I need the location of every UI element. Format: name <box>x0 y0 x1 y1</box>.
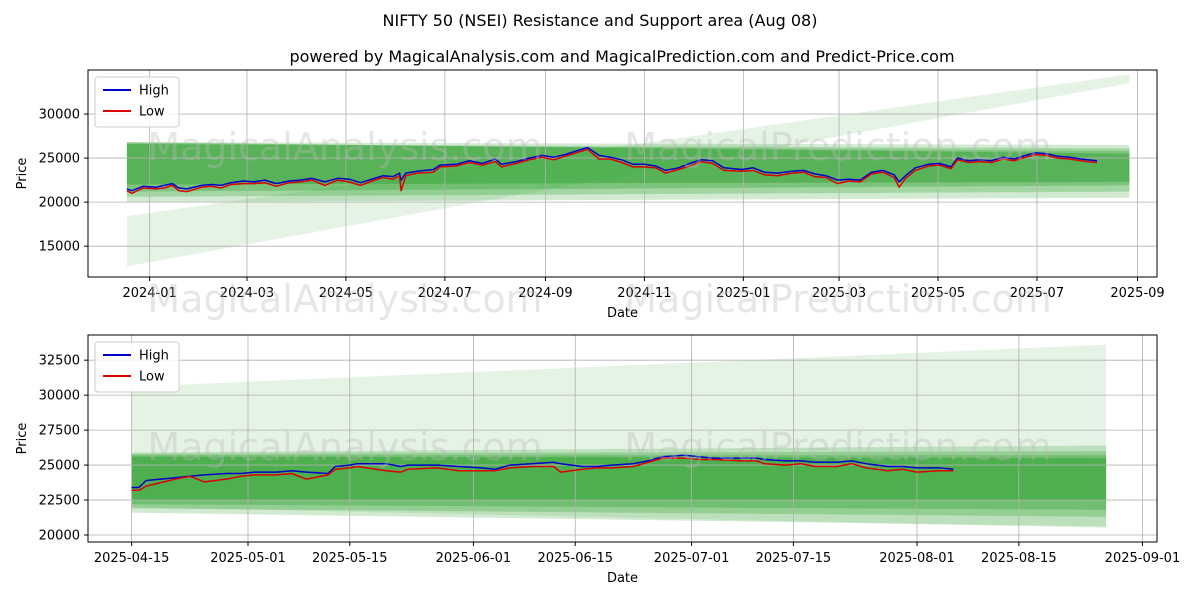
y-tick-label: 25000 <box>39 459 80 474</box>
legend: High Low <box>94 76 180 128</box>
legend-label-high: High <box>139 84 169 99</box>
x-tick-label: 2025-03 <box>812 286 866 301</box>
plot-area <box>88 335 1157 542</box>
x-tick-label: 2025-09-01 <box>1105 551 1181 566</box>
plot-frame <box>87 69 1158 278</box>
x-tick-label: 2025-08-01 <box>879 551 955 566</box>
watermark-left-mid: MagicalAnalysis.com <box>147 277 542 321</box>
y-axis-label: Price <box>15 158 30 190</box>
y-tick-label: 30000 <box>39 108 80 123</box>
x-tick-label: 2025-05-01 <box>210 551 286 566</box>
watermark-right-bottom: MagicalPrediction.com <box>624 425 1052 469</box>
watermark-right-mid: MagicalPrediction.com <box>624 277 1052 321</box>
legend: High Low <box>94 341 180 393</box>
watermark-right-top: MagicalPrediction.com <box>624 125 1052 169</box>
x-tick-label: 2025-04-15 <box>94 551 170 566</box>
series-line-low <box>126 148 1098 195</box>
support-resistance-band-3 <box>126 144 1130 197</box>
series-line-high <box>131 454 954 489</box>
x-tick-label: 2024-07 <box>418 286 472 301</box>
y-tick-label: 25000 <box>39 152 80 167</box>
legend-label-high: High <box>139 349 169 364</box>
support-resistance-band-2 <box>126 142 1130 203</box>
x-tick-label: 2024-01 <box>122 286 176 301</box>
x-tick-label: 2024-03 <box>220 286 274 301</box>
y-axis-label: Price <box>15 423 30 455</box>
y-tick-label: 20000 <box>39 196 80 211</box>
x-tick-label: 2025-08-15 <box>981 551 1057 566</box>
x-axis-label: Date <box>607 306 638 321</box>
x-tick-label: 2024-11 <box>617 286 671 301</box>
chart-title: NIFTY 50 (NSEI) Resistance and Support a… <box>383 11 818 30</box>
x-tick-label: 2025-07-01 <box>654 551 730 566</box>
y-tick-label: 27500 <box>39 424 80 439</box>
y-tick-label: 20000 <box>39 529 80 544</box>
x-tick-label: 2025-05 <box>911 286 965 301</box>
chart-panel-2: 2025-04-15 2025-05-01 2025-05-15 2025-06-01… <box>15 334 1181 586</box>
y-tick-label: 32500 <box>39 354 80 369</box>
legend-label-low: Low <box>139 370 165 385</box>
x-tick-label: 2025-06-15 <box>537 551 613 566</box>
support-resistance-band-5 <box>126 142 1130 185</box>
plot-frame <box>87 334 1158 543</box>
watermark-left-bottom: MagicalAnalysis.com <box>147 425 542 469</box>
x-tick-label: 2025-07-15 <box>756 551 832 566</box>
y-tick-label: 22500 <box>39 494 80 509</box>
plot-area <box>88 70 1157 277</box>
chart-subtitle: powered by MagicalAnalysis.com and Magic… <box>289 47 954 66</box>
legend-label-low: Low <box>139 105 165 120</box>
y-tick-label: 30000 <box>39 389 80 404</box>
x-axis-label: Date <box>607 571 638 586</box>
chart-panel-1: 2024-01 2024-03 2024-05 2024-07 2024-09 2024-… <box>15 69 1165 321</box>
x-tick-label: 2025-06-01 <box>436 551 512 566</box>
watermark-left-top: MagicalAnalysis.com <box>147 125 542 169</box>
x-tick-label: 2025-05-15 <box>312 551 388 566</box>
x-tick-label: 2025-07 <box>1010 286 1064 301</box>
y-tick-label: 15000 <box>39 240 80 255</box>
series-line-low <box>131 457 954 492</box>
support-resistance-band-1 <box>126 74 1130 267</box>
x-tick-label: 2025-09 <box>1110 286 1164 301</box>
x-tick-label: 2024-09 <box>518 286 572 301</box>
x-tick-label: 2025-01 <box>716 286 770 301</box>
series-line-high <box>126 146 1098 192</box>
x-tick-label: 2024-05 <box>319 286 373 301</box>
